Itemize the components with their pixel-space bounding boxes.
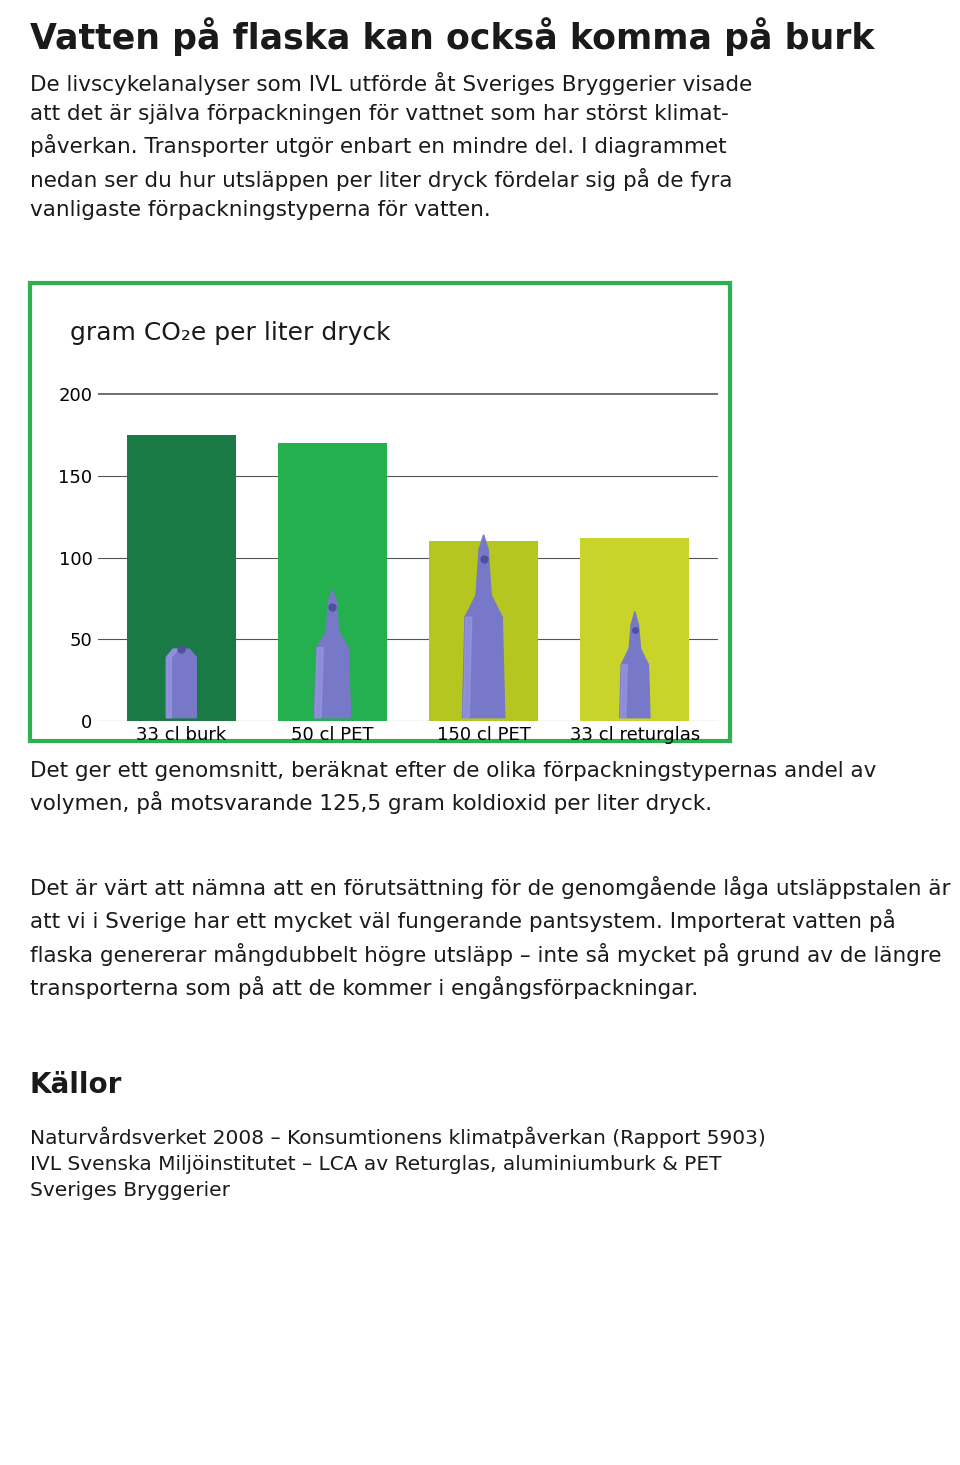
Polygon shape: [631, 611, 638, 626]
Polygon shape: [314, 648, 350, 718]
Bar: [127, 435, 235, 721]
Polygon shape: [328, 590, 336, 601]
Polygon shape: [476, 549, 492, 595]
Polygon shape: [166, 649, 196, 718]
Polygon shape: [479, 535, 488, 549]
Polygon shape: [326, 601, 339, 633]
Text: Källor: Källor: [30, 1071, 122, 1099]
Polygon shape: [167, 649, 179, 718]
Polygon shape: [463, 617, 471, 718]
Polygon shape: [621, 649, 648, 665]
Polygon shape: [315, 648, 324, 718]
Bar: [581, 538, 689, 721]
Polygon shape: [620, 665, 627, 718]
Text: De livscykelanalyser som IVL utförde åt Sveriges Bryggerier visade
att det är sj: De livscykelanalyser som IVL utförde åt …: [30, 72, 752, 220]
Text: gram CO₂e per liter dryck: gram CO₂e per liter dryck: [70, 321, 391, 344]
Bar: [429, 542, 538, 721]
Polygon shape: [629, 626, 640, 649]
Polygon shape: [465, 595, 502, 617]
Polygon shape: [317, 633, 348, 648]
Polygon shape: [620, 665, 650, 718]
Bar: [278, 444, 387, 721]
Text: Naturvårdsverket 2008 – Konsumtionens klimatpåverkan (Rapport 5903)
IVL Svenska : Naturvårdsverket 2008 – Konsumtionens kl…: [30, 1127, 765, 1200]
Text: Det är värt att nämna att en förutsättning för de genomgående låga utsläppstalen: Det är värt att nämna att en förutsättni…: [30, 876, 950, 999]
Polygon shape: [463, 617, 505, 718]
Text: Det ger ett genomsnitt, beräknat efter de olika förpackningstypernas andel av vo: Det ger ett genomsnitt, beräknat efter d…: [30, 760, 876, 815]
Text: Vatten på flaska kan också komma på burk: Vatten på flaska kan också komma på burk: [30, 18, 875, 57]
